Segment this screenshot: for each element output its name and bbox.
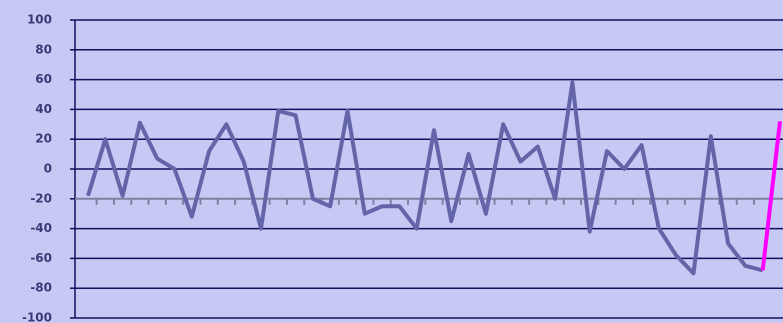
y-tick-label: 60 bbox=[35, 72, 52, 86]
y-tick-label: 100 bbox=[27, 13, 52, 27]
y-tick-label: 0 bbox=[44, 162, 52, 176]
y-tick-label: -100 bbox=[22, 311, 52, 323]
line-series bbox=[86, 80, 764, 276]
line-series bbox=[760, 121, 782, 271]
y-tick-label: 40 bbox=[35, 102, 52, 116]
y-tick-label: -60 bbox=[30, 251, 52, 265]
y-tick-label: -40 bbox=[30, 221, 52, 235]
y-tick-label: -80 bbox=[30, 281, 52, 295]
y-tick-label: 80 bbox=[35, 42, 52, 56]
y-tick-label: -20 bbox=[30, 191, 52, 205]
y-tick-label: 20 bbox=[35, 132, 52, 146]
